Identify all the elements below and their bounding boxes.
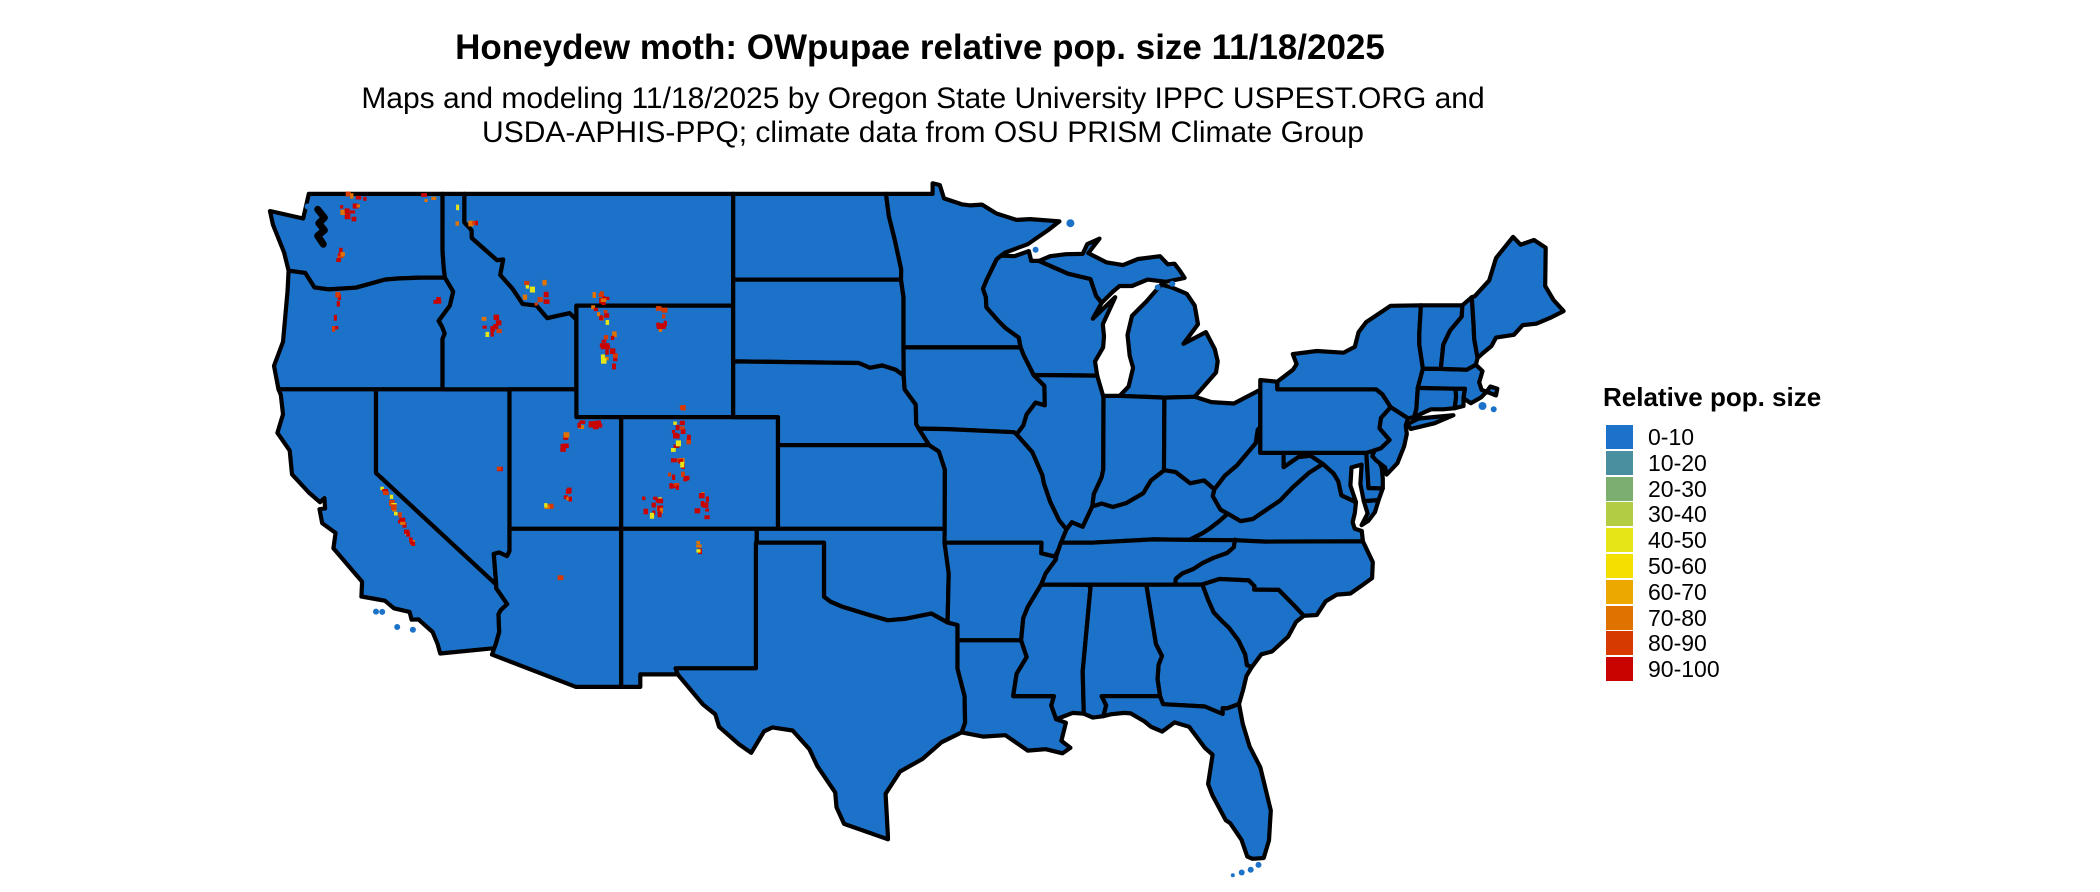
island-speck [304, 203, 311, 210]
map-title: Honeydew moth: OWpupae relative pop. siz… [455, 28, 1385, 67]
legend-row-label: 0-10 [1648, 424, 1695, 450]
island-speck [379, 608, 386, 615]
state-me [1469, 234, 1566, 361]
legend-color-swatch [1606, 631, 1633, 656]
legend-color-swatch [1606, 579, 1633, 604]
legend-color-swatch [1606, 476, 1633, 501]
legend-color-swatch [1606, 657, 1633, 682]
legend-row-label: 80-90 [1648, 630, 1707, 657]
legend-color-swatch [1606, 425, 1633, 449]
state-wy [574, 303, 736, 420]
island-speck [1066, 219, 1075, 228]
legend-row-label: 50-60 [1648, 552, 1707, 579]
state-nm [619, 526, 759, 689]
island-speck [1490, 406, 1497, 413]
legend-color-swatch [1606, 528, 1633, 553]
legend-row: 30-40 [1601, 502, 1921, 528]
legend-color-swatch [1606, 605, 1633, 630]
state-nj [1370, 405, 1411, 477]
map-subtitle-line1: Maps and modeling 11/18/2025 by Oregon S… [361, 82, 1485, 115]
legend-row: 50-60 [1601, 552, 1921, 580]
state-az [489, 526, 624, 689]
island-speck [1238, 869, 1245, 876]
state-miu [1036, 236, 1187, 305]
map-subtitle: Maps and modeling 11/18/2025 by Oregon S… [0, 82, 1846, 150]
island-speck [409, 626, 416, 633]
state-ks [775, 443, 947, 531]
state-nd [731, 191, 904, 282]
state-mil [1117, 282, 1220, 400]
legend-row: 90-100 [1601, 657, 1921, 683]
state-wi [980, 249, 1118, 378]
island-speck [1032, 246, 1039, 253]
legend-row: 0-10 [1601, 425, 1921, 451]
legend-row: 80-90 [1601, 631, 1921, 657]
legend-row-label: 70-80 [1648, 604, 1707, 631]
island-speck [1230, 873, 1235, 878]
legend-row: 40-50 [1601, 528, 1921, 554]
legend-row-label: 20-30 [1648, 475, 1707, 502]
island-speck [1169, 280, 1176, 287]
legend-color-swatch [1606, 502, 1633, 527]
legend-row: 20-30 [1601, 475, 1921, 503]
state-ct [1412, 385, 1459, 420]
state-vae [1359, 497, 1381, 528]
legend-color-swatch [1606, 553, 1633, 578]
island-speck [1478, 402, 1487, 410]
legend-items: 0-10 10-20 20-30 30-40 40-50 50-60 60-70 70-80 8… [1601, 425, 1921, 683]
hotspot-pixels [332, 191, 710, 581]
island-speck [1247, 866, 1254, 873]
island-speck [373, 608, 379, 615]
legend-title: Relative pop. size [1603, 382, 1822, 412]
state-lis [1405, 413, 1456, 431]
island-speck [394, 624, 401, 630]
puget-sound-inlet [314, 205, 328, 248]
legend-row-label: 30-40 [1648, 501, 1707, 528]
legend-row-label: 90-100 [1648, 656, 1720, 683]
island-speck [1154, 284, 1161, 291]
legend-row-label: 10-20 [1648, 449, 1707, 476]
legend-row-label: 60-70 [1648, 578, 1707, 605]
state-or [271, 268, 456, 392]
island-speck [1255, 861, 1262, 868]
legend-row: 70-80 [1601, 604, 1921, 632]
legend-color-swatch [1606, 450, 1633, 475]
state-tx [673, 540, 968, 842]
legend: Relative pop. size 0-10 10-20 20-30 30-40 40… [1601, 382, 1921, 683]
legend-row-label: 40-50 [1648, 527, 1707, 554]
state-fl [1099, 694, 1273, 861]
legend-row: 10-20 [1601, 449, 1921, 477]
map-subtitle-line2: USDA-APHIS-PPQ; climate data from OSU PR… [482, 116, 1364, 149]
legend-row: 60-70 [1601, 578, 1921, 606]
